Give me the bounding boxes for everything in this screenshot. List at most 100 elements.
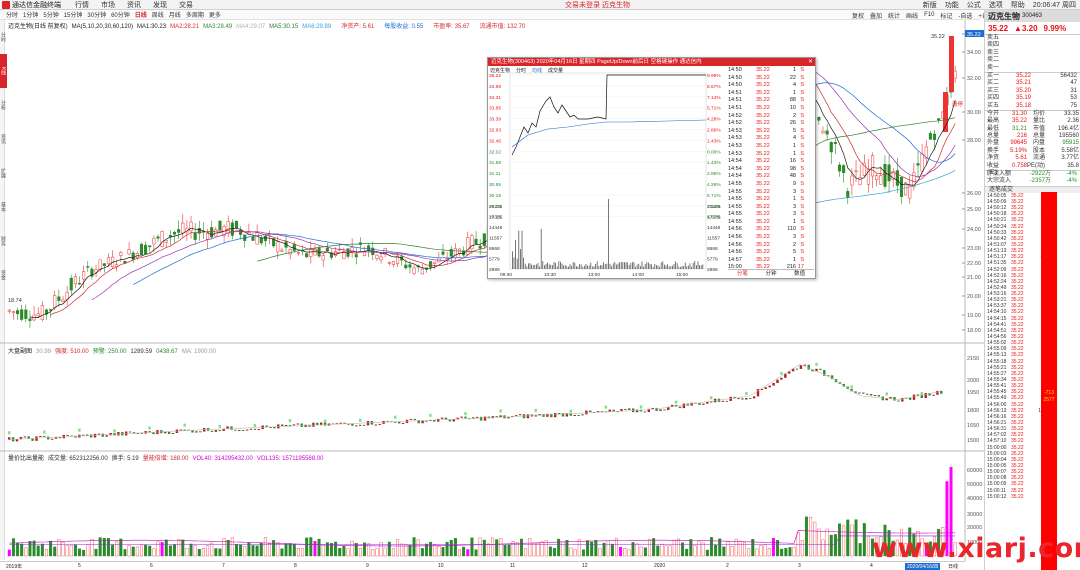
trade-row[interactable]: 14:50 35.22 22 S (728, 75, 814, 83)
left-tab-0[interactable]: 分时 (0, 32, 6, 42)
trade-volume: 1 (792, 142, 796, 149)
trade-row[interactable]: 14:55 35.22 3 S (728, 189, 814, 197)
tool-2[interactable]: 统计 (888, 13, 901, 20)
popup-tab-1[interactable]: 分时 (516, 68, 527, 74)
index-bar-2 (15, 439, 19, 442)
period-1[interactable]: 1分钟 (23, 13, 39, 19)
period-9[interactable]: 多周期 (185, 13, 204, 19)
period-3[interactable]: 15分钟 (63, 13, 83, 19)
volume-bar-164 (685, 548, 689, 557)
intraday-chart[interactable]: 35.22 34.68 34.31 33.85 33.39 32.93 32.46 32.02… (488, 67, 728, 279)
trade-row[interactable]: 14:54 35.22 98 S (728, 166, 814, 174)
trade-row[interactable]: 14:53 35.22 5 S (728, 128, 814, 136)
trade-row[interactable]: 14:56 35.22 5 S (728, 249, 814, 257)
popup-title-bar[interactable]: 迈克生物(300463) 2020年04月16日 星期四 PageUp/Down… (488, 58, 815, 66)
menu-item-1[interactable]: 市场 (101, 1, 115, 9)
period-0[interactable]: 分时 (6, 13, 19, 19)
tool-4[interactable]: F10 (924, 12, 935, 18)
trade-time: 14:55 (728, 196, 742, 203)
tick-price: 35.22 (1011, 340, 1024, 347)
popup-footer-tab-2[interactable]: 数值 (794, 271, 806, 277)
popup-tab-3[interactable]: 成交量 (548, 68, 564, 74)
date-label-13: 2020/04/16/四 (905, 563, 941, 570)
tick-time: 14:50:42 (987, 235, 1007, 242)
trade-row[interactable]: 14:55 35.22 1 S (728, 196, 814, 204)
volume-bar-20 (90, 538, 94, 557)
period-2[interactable]: 5分钟 (43, 13, 59, 19)
tool-5[interactable]: 标记 (940, 13, 953, 20)
period-5[interactable]: 60分钟 (111, 13, 130, 19)
trade-row[interactable]: 14:57 35.22 1 S (728, 257, 814, 265)
left-tab-2[interactable]: 分析 (0, 100, 6, 110)
trade-row[interactable]: 14:54 35.22 48 S (728, 173, 814, 181)
tool-6[interactable]: -自选 (958, 13, 973, 20)
tick-price: 35.22 (1011, 493, 1024, 500)
trade-row[interactable]: 14:55 35.22 9 S (728, 181, 814, 189)
trade-row[interactable]: 14:53 35.22 4 S (728, 135, 814, 143)
period-4[interactable]: 30分钟 (87, 13, 107, 19)
menu-item-3[interactable]: 发现 (153, 1, 167, 9)
tool-1[interactable]: 叠加 (870, 13, 883, 20)
candle-body-59 (251, 236, 255, 241)
title-menu-4[interactable]: 帮助 (1010, 1, 1025, 9)
trade-row[interactable]: 14:55 35.22 3 S (728, 211, 814, 219)
trade-row[interactable]: 14:55 35.22 1 S (728, 219, 814, 227)
trade-row[interactable]: 15:00 35.22 216 17 (728, 264, 814, 272)
index-bar-111 (440, 417, 444, 419)
menu-item-0[interactable]: 行情 (75, 1, 89, 9)
price-tick-5: 26.00 (967, 191, 981, 197)
trade-row[interactable]: 14:55 35.22 3 S (728, 204, 814, 212)
trade-row[interactable]: 14:53 35.22 1 S (728, 151, 814, 159)
period-6[interactable]: 日线 (134, 13, 147, 19)
left-tab-7[interactable]: 资金 (0, 270, 6, 280)
title-menu-0[interactable]: 新版 (922, 1, 937, 9)
popup-tab-2[interactable]: 均线 (532, 68, 543, 74)
popup-tab-0[interactable]: 迈克生物 (490, 68, 511, 74)
left-tab-1[interactable]: K线 (0, 54, 7, 88)
title-menu-1[interactable]: 功能 (944, 1, 959, 9)
tick-time: 14:51:13 (987, 248, 1007, 255)
trade-row[interactable]: 14:51 35.22 10 S (728, 105, 814, 113)
popup-footer-tab-0[interactable]: 分笔 (736, 271, 748, 277)
popup-vol-9 (526, 266, 528, 269)
period-8[interactable]: 月线 (168, 13, 181, 19)
bid-label: 买五 (987, 102, 1000, 109)
trade-row[interactable]: 14:53 35.22 1 S (728, 143, 814, 151)
trade-row[interactable]: 14:51 35.22 1 S (728, 90, 814, 98)
popup-vol-tick-5: 5779 (489, 257, 500, 263)
trade-row[interactable]: 14:56 35.22 110 S (728, 226, 814, 234)
trade-row[interactable]: 14:52 35.22 2 S (728, 113, 814, 121)
left-tab-5[interactable]: 基本 (0, 202, 6, 212)
title-menu-2[interactable]: 公式 (966, 1, 981, 9)
candle-body-114 (478, 245, 482, 249)
ticks-title[interactable]: 逐笔成交 (985, 185, 1080, 193)
period-10[interactable]: 更多 (208, 13, 221, 19)
candle-body-3 (20, 309, 24, 320)
menu-item-4[interactable]: 交易 (179, 1, 193, 9)
trade-list[interactable]: 14:50 35.22 1 S 14:50 35.22 22 S 14:50 35.22 4 S 14:… (728, 67, 814, 272)
trade-row[interactable]: 14:51 35.22 88 S (728, 97, 814, 105)
intraday-popup[interactable]: 迈克生物(300463) 2020年04月16日 星期四 PageUp/Down… (487, 57, 816, 279)
index-bar-112 (444, 417, 448, 420)
trade-row[interactable]: 14:54 35.22 16 S (728, 158, 814, 166)
tick-list[interactable]: 14:50:0535.22214:50:0935.221014:50:1235.… (985, 193, 1080, 500)
left-tab-4[interactable]: 扩展 (0, 168, 6, 178)
left-tab-6[interactable]: 财务 (0, 236, 6, 246)
trade-row[interactable]: 14:52 35.22 26 S (728, 120, 814, 128)
close-icon[interactable]: ✕ (807, 59, 813, 65)
trade-row[interactable]: 14:50 35.22 1 S (728, 67, 814, 75)
index-bar-226 (889, 397, 892, 399)
menu-item-2[interactable]: 资讯 (127, 1, 141, 9)
trade-row[interactable]: 14:56 35.22 2 S (728, 242, 814, 250)
trade-row[interactable]: 14:50 35.22 4 S (728, 82, 814, 90)
left-tab-3[interactable]: 资讯 (0, 134, 6, 144)
tool-0[interactable]: 复权 (852, 13, 865, 20)
trade-row[interactable]: 14:56 35.22 3 S (728, 234, 814, 242)
tool-3[interactable]: 画线 (906, 13, 919, 20)
period-7[interactable]: 周线 (151, 13, 164, 19)
ask-row: 卖二 (985, 57, 1080, 64)
title-menu-3[interactable]: 选项 (988, 1, 1003, 9)
popup-vol-78 (636, 264, 638, 269)
popup-footer-tab-1[interactable]: 分钟 (765, 271, 777, 277)
